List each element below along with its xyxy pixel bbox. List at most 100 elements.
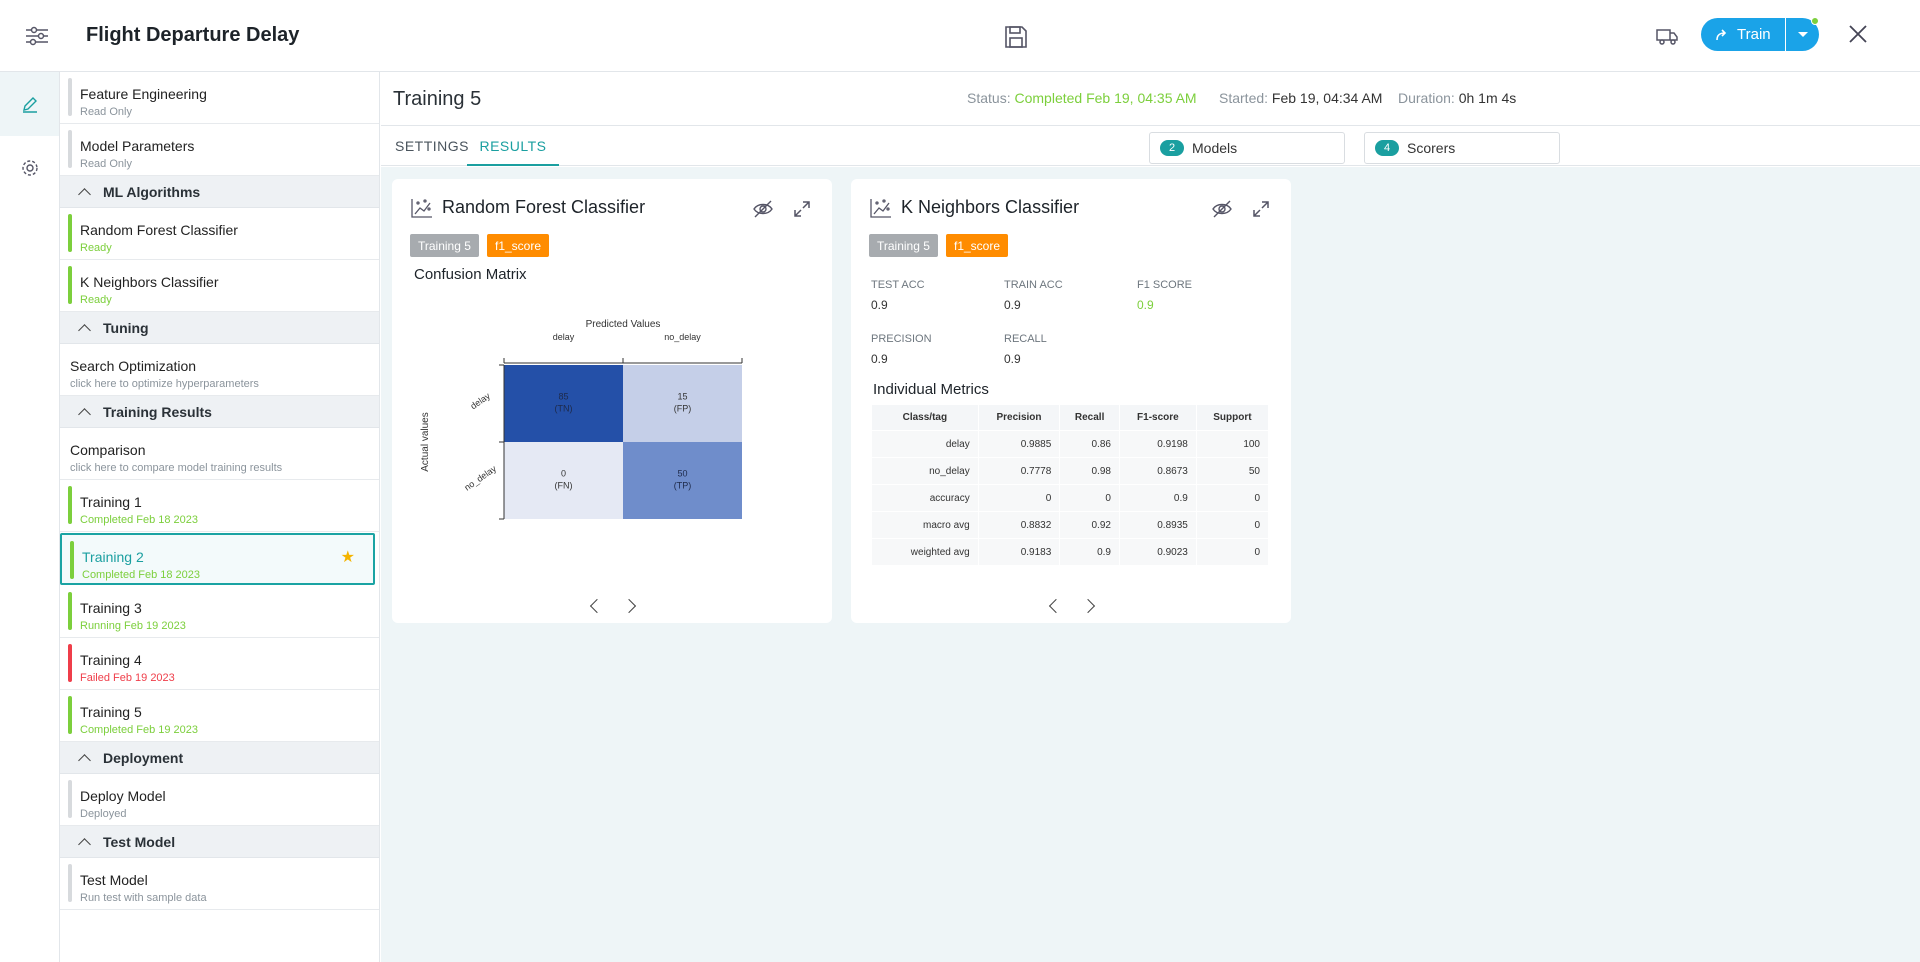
table-cell: 100 bbox=[1195, 430, 1270, 458]
column-header: Class/tag bbox=[871, 404, 979, 431]
table-cell: 0.8832 bbox=[977, 511, 1061, 539]
matrix-cell bbox=[623, 365, 742, 442]
section-title: Test Model bbox=[103, 833, 176, 850]
step-name: Search Optimization bbox=[70, 358, 197, 374]
table-header-row: Class/tag Precision Recall F1-score Supp… bbox=[871, 404, 1270, 431]
step-name: K Neighbors Classifier bbox=[80, 274, 219, 290]
save-icon[interactable] bbox=[1003, 24, 1029, 50]
section-training-results[interactable]: Training Results bbox=[60, 396, 379, 428]
models-count-badge: 2 bbox=[1160, 140, 1184, 156]
metric-test-acc: TEST ACC 0.9 bbox=[871, 279, 925, 312]
step-deploy-model[interactable]: Deploy Model Deployed bbox=[60, 774, 379, 826]
rail-edit-item[interactable] bbox=[0, 72, 59, 136]
step-name: Training 1 bbox=[80, 494, 142, 510]
step-hint: click here to optimize hyperparameters bbox=[70, 378, 259, 390]
step-status: Completed Feb 19 2023 bbox=[80, 724, 199, 736]
expand-icon[interactable] bbox=[792, 199, 812, 219]
step-training-2[interactable]: Training 2 Completed Feb 18 2023 ★ bbox=[60, 533, 375, 585]
step-name: Model Parameters bbox=[80, 138, 195, 154]
table-cell: macro avg bbox=[871, 511, 979, 539]
step-name: Deploy Model bbox=[80, 788, 166, 804]
expand-icon[interactable] bbox=[1251, 199, 1271, 219]
table-row: accuracy 0 0 0.9 0 bbox=[871, 484, 1270, 512]
metric-f1-score: F1 SCORE 0.9 bbox=[1137, 279, 1192, 312]
next-arrow-icon[interactable] bbox=[1080, 598, 1096, 614]
table-cell: 0 bbox=[1059, 484, 1120, 512]
status-meta: Status: Completed Feb 19, 04:35 AM bbox=[967, 90, 1197, 106]
prev-arrow-icon[interactable] bbox=[589, 598, 605, 614]
train-share-icon bbox=[1716, 28, 1727, 40]
eye-off-icon[interactable] bbox=[752, 199, 774, 219]
step-random-forest[interactable]: Random Forest Classifier Ready bbox=[60, 208, 379, 260]
section-test-model[interactable]: Test Model bbox=[60, 826, 379, 858]
step-status: Read Only bbox=[80, 106, 132, 118]
training-tag: Training 5 bbox=[869, 234, 938, 257]
table-cell: delay bbox=[871, 430, 979, 458]
prev-arrow-icon[interactable] bbox=[1048, 598, 1064, 614]
metric-label: RECALL bbox=[1004, 333, 1047, 345]
column-header: Recall bbox=[1059, 404, 1120, 431]
truck-icon[interactable] bbox=[1655, 24, 1679, 48]
step-feature-engineering[interactable]: Feature Engineering Read Only bbox=[60, 72, 379, 124]
left-rail bbox=[0, 72, 60, 962]
step-training-1[interactable]: Training 1 Completed Feb 18 2023 bbox=[60, 480, 379, 532]
individual-metrics-title: Individual Metrics bbox=[873, 381, 989, 398]
started-value: Feb 19, 04:34 AM bbox=[1271, 90, 1383, 106]
cell-type-label: (TN) bbox=[555, 404, 573, 414]
tab-settings[interactable]: SETTINGS bbox=[395, 138, 470, 154]
close-icon[interactable] bbox=[1847, 23, 1869, 45]
metric-recall: RECALL 0.9 bbox=[1004, 333, 1047, 366]
step-comparison[interactable]: Comparison click here to compare model t… bbox=[60, 428, 379, 480]
chevron-up-icon bbox=[78, 187, 91, 201]
train-button[interactable]: Train bbox=[1701, 18, 1785, 51]
section-title: Training Results bbox=[103, 403, 212, 420]
metric-value: 0.9 bbox=[1137, 298, 1154, 312]
matrix-cell bbox=[623, 442, 742, 519]
section-title: ML Algorithms bbox=[103, 183, 201, 200]
cell-type-label: (TP) bbox=[674, 481, 692, 491]
step-test-model[interactable]: Test Model Run test with sample data bbox=[60, 858, 379, 910]
started-meta: Started: Feb 19, 04:34 AM bbox=[1219, 90, 1382, 106]
step-name: Feature Engineering bbox=[80, 86, 207, 102]
scorers-selector[interactable]: 4 Scorers bbox=[1364, 132, 1560, 164]
table-cell: 0.9 bbox=[1059, 538, 1120, 566]
status-label: Status: bbox=[967, 90, 1011, 106]
tab-results[interactable]: RESULTS bbox=[467, 126, 559, 166]
models-selector[interactable]: 2 Models bbox=[1149, 132, 1345, 164]
next-arrow-icon[interactable] bbox=[621, 598, 637, 614]
step-training-3[interactable]: Training 3 Running Feb 19 2023 bbox=[60, 586, 379, 638]
table-cell: 0 bbox=[1195, 538, 1270, 566]
table-row: delay 0.9885 0.86 0.9198 100 bbox=[871, 430, 1270, 458]
step-model-parameters[interactable]: Model Parameters Read Only bbox=[60, 124, 379, 176]
training-header: Training 5 Status: Completed Feb 19, 04:… bbox=[381, 72, 1920, 126]
step-training-5[interactable]: Training 5 Completed Feb 19 2023 bbox=[60, 690, 379, 742]
step-name: Training 4 bbox=[80, 652, 142, 668]
step-status: Read Only bbox=[80, 158, 132, 170]
step-training-4[interactable]: Training 4 Failed Feb 19 2023 bbox=[60, 638, 379, 690]
page-title: Training 5 bbox=[393, 88, 482, 110]
chevron-up-icon bbox=[78, 407, 91, 421]
cell-type-label: (FN) bbox=[555, 481, 573, 491]
table-cell: 0.98 bbox=[1059, 457, 1120, 485]
step-status: Ready bbox=[80, 242, 112, 254]
x-tick-label: delay bbox=[553, 332, 575, 342]
star-icon[interactable]: ★ bbox=[340, 549, 355, 566]
section-deployment[interactable]: Deployment bbox=[60, 742, 379, 774]
step-search-optimization[interactable]: Search Optimization click here to optimi… bbox=[60, 344, 379, 396]
eye-off-icon[interactable] bbox=[1211, 199, 1233, 219]
duration-meta: Duration: 0h 1m 4s bbox=[1398, 90, 1516, 106]
table-row: weighted avg 0.9183 0.9 0.9023 0 bbox=[871, 538, 1270, 566]
confusion-matrix-chart: Predicted Values delay no_delay 85 (TN) 15 (FP… bbox=[420, 319, 743, 520]
table-cell: 0.9023 bbox=[1118, 538, 1197, 566]
rail-settings-item[interactable] bbox=[0, 136, 59, 200]
settings-sliders-icon[interactable] bbox=[24, 24, 50, 48]
section-tuning[interactable]: Tuning bbox=[60, 312, 379, 344]
table-cell: 0.8673 bbox=[1118, 457, 1197, 485]
metric-label: TEST ACC bbox=[871, 279, 925, 291]
pencil-icon bbox=[22, 97, 37, 113]
table-cell: 0.9198 bbox=[1118, 430, 1197, 458]
step-k-neighbors[interactable]: K Neighbors Classifier Ready bbox=[60, 260, 379, 312]
table-cell: weighted avg bbox=[871, 538, 979, 566]
training-tag: Training 5 bbox=[410, 234, 479, 257]
section-ml-algorithms[interactable]: ML Algorithms bbox=[60, 176, 379, 208]
